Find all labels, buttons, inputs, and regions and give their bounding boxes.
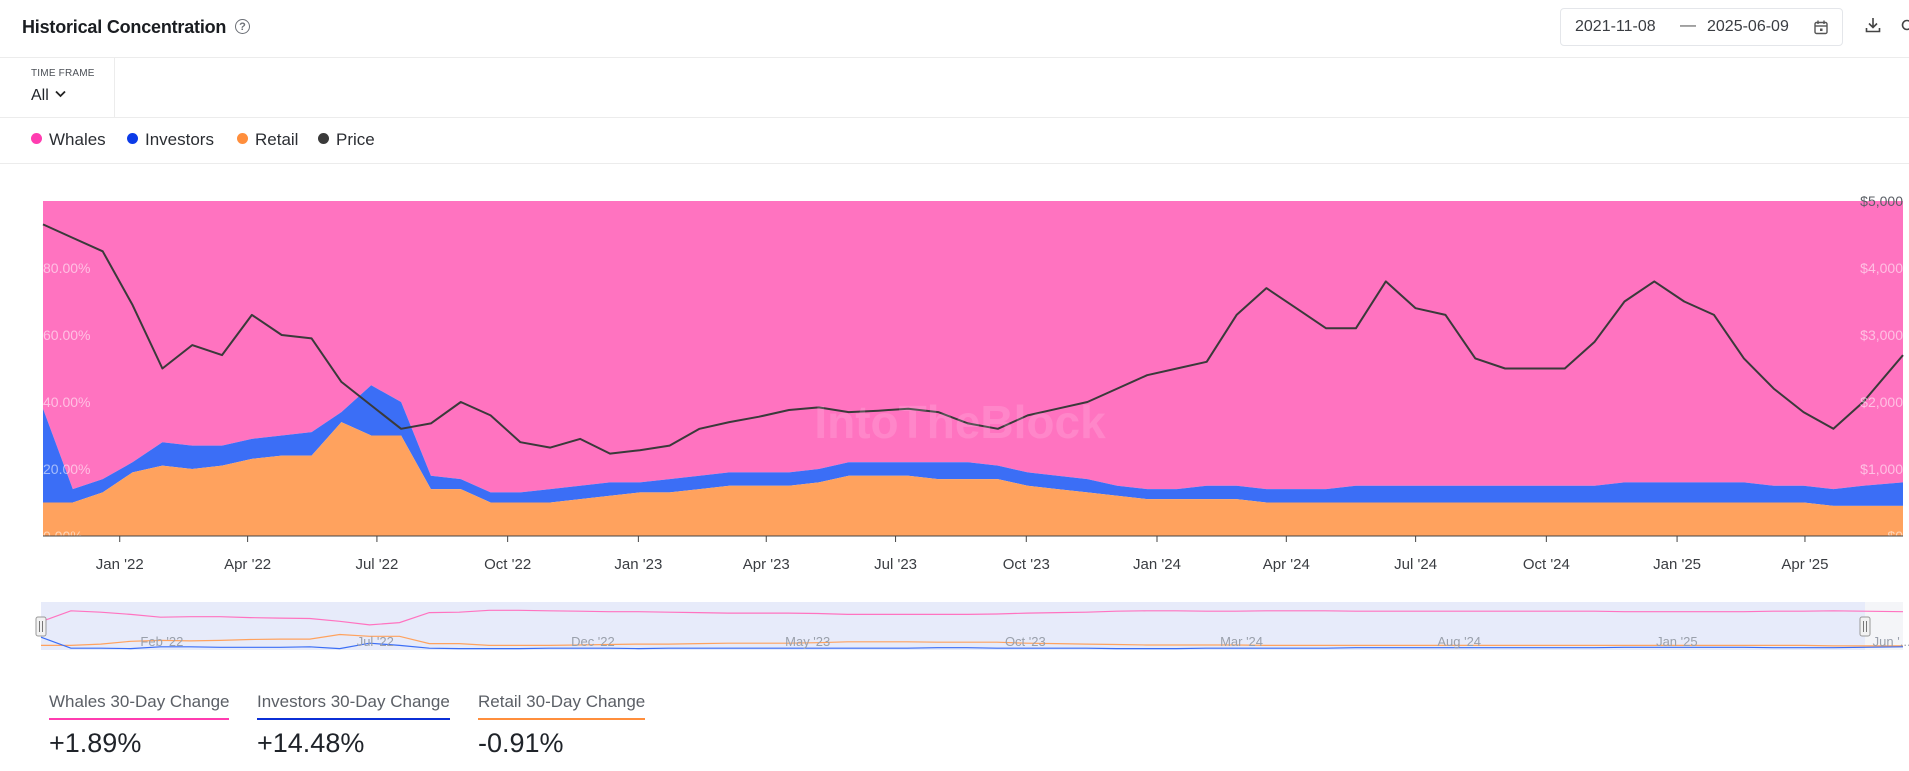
legend-label: Retail <box>255 130 299 149</box>
kpi-label: Whales 30-Day Change <box>49 692 230 720</box>
navigator-x-tick: Jan '25 <box>1656 634 1698 649</box>
navigator-x-tick: Jul '22 <box>357 634 394 649</box>
handle-grip <box>35 616 47 637</box>
watermark: IntoTheBlock <box>814 396 1106 448</box>
timeframe-label: TIME FRAME <box>31 68 95 79</box>
retail-area <box>43 422 1903 536</box>
navigator-handle-left[interactable] <box>35 616 47 637</box>
navigator-x-tick: Aug '24 <box>1437 634 1481 649</box>
timeframe-value: All <box>31 87 49 104</box>
kpi-retail: Retail 30-Day Change -0.91% <box>478 692 646 759</box>
legend-label: Price <box>336 130 375 149</box>
y-tick-right: $5,000 <box>1860 193 1903 209</box>
divider <box>0 163 1909 164</box>
x-tick-label: Apr '22 <box>224 556 271 573</box>
x-tick-label: Jul '24 <box>1394 556 1437 573</box>
kpi-label: Investors 30-Day Change <box>257 692 450 720</box>
investors-area <box>43 385 1903 506</box>
date-range-picker[interactable]: 2021-11-08 — 2025-06-09 <box>1560 8 1843 46</box>
y-tick-right: $4,000 <box>1860 260 1903 276</box>
x-tick-label: Jan '23 <box>614 556 662 573</box>
legend-dot <box>318 133 329 144</box>
timeframe-panel <box>0 57 115 117</box>
handle-grip <box>1859 616 1871 637</box>
date-start-input[interactable]: 2021-11-08 <box>1575 18 1656 35</box>
legend-item-retail[interactable]: Retail <box>237 130 298 150</box>
date-end-input[interactable]: 2025-06-09 <box>1707 18 1789 35</box>
legend-dot <box>127 133 138 144</box>
navigator-unselected <box>1865 602 1903 650</box>
kpi-whales: Whales 30-Day Change +1.89% <box>49 692 230 759</box>
legend-item-investors[interactable]: Investors <box>127 130 214 150</box>
chevron-down-icon <box>55 90 66 98</box>
legend-item-price[interactable]: Price <box>318 130 375 150</box>
y-tick-left: 40.00% <box>43 394 90 410</box>
navigator-retail-line <box>41 633 1903 647</box>
timeframe-select[interactable]: All <box>31 87 66 105</box>
y-tick-right: $2,000 <box>1860 394 1903 410</box>
x-tick-label: Apr '25 <box>1781 556 1828 573</box>
navigator-x-tick: May '23 <box>785 634 830 649</box>
x-tick-label: Apr '23 <box>743 556 790 573</box>
y-tick-left: 20.00% <box>43 461 90 477</box>
kpi-label: Retail 30-Day Change <box>478 692 646 720</box>
price-line <box>42 223 1904 455</box>
navigator-x-tick: Jun '... <box>1873 634 1909 649</box>
kpi-value: +1.89% <box>49 728 142 758</box>
y-tick-left: 60.00% <box>43 327 90 343</box>
download-icon[interactable] <box>1864 16 1882 34</box>
help-icon[interactable]: ? <box>235 19 250 34</box>
x-tick-label: Jul '23 <box>874 556 917 573</box>
whales-area <box>43 201 1903 493</box>
legend-item-whales[interactable]: Whales <box>31 130 106 150</box>
legend-dot <box>237 133 248 144</box>
navigator-investors-line <box>40 636 1904 650</box>
navigator-whales-line <box>40 609 1904 626</box>
x-tick-label: Apr '24 <box>1263 556 1310 573</box>
y-tick-right: $1,000 <box>1860 461 1903 477</box>
legend-dot <box>31 133 42 144</box>
navigator-handle-right[interactable] <box>1859 616 1871 637</box>
kpi-investors: Investors 30-Day Change +14.48% <box>257 692 450 759</box>
kpi-value: +14.48% <box>257 728 365 758</box>
page-title: Historical Concentration <box>22 17 227 37</box>
navigator-x-tick: Oct '23 <box>1005 634 1046 649</box>
y-tick-left: 80.00% <box>43 260 90 276</box>
legend-label: Whales <box>49 130 106 149</box>
x-tick-label: Jan '24 <box>1133 556 1181 573</box>
x-tick-label: Oct '22 <box>484 556 531 573</box>
navigator-x-tick: Feb '22 <box>140 634 183 649</box>
x-tick-label: Oct '24 <box>1523 556 1570 573</box>
share-icon[interactable] <box>1898 16 1909 34</box>
divider <box>0 117 1909 118</box>
concentration-chart[interactable]: IntoTheBlock 0.00%20.00%40.00%60.00%80.0… <box>0 164 1909 664</box>
calendar-icon[interactable] <box>1814 20 1828 35</box>
kpi-value: -0.91% <box>478 728 564 758</box>
navigator-x-tick: Dec '22 <box>571 634 615 649</box>
chart-header: Historical Concentration ? 2021-11-08 — … <box>0 0 1909 58</box>
x-tick-label: Oct '23 <box>1003 556 1050 573</box>
x-tick-label: Jan '25 <box>1653 556 1701 573</box>
legend-label: Investors <box>145 130 214 149</box>
date-separator: — <box>1680 17 1696 34</box>
x-tick-label: Jan '22 <box>96 556 144 573</box>
x-tick-label: Jul '22 <box>355 556 398 573</box>
navigator-x-tick: Mar '24 <box>1220 634 1263 649</box>
y-tick-right: $3,000 <box>1860 327 1903 343</box>
